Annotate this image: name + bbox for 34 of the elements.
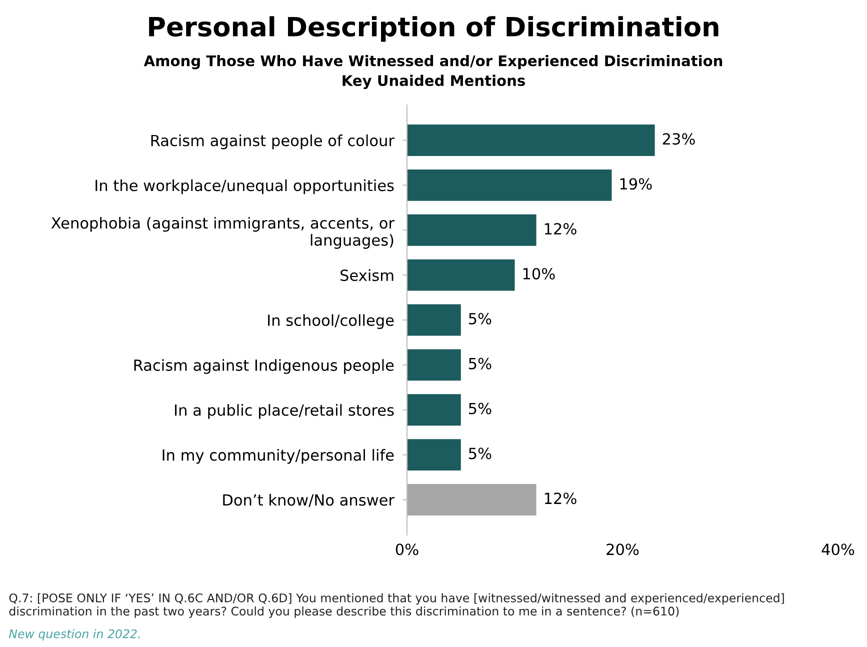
y-tick-label: In a public place/retail stores (175, 404, 394, 419)
y-tick-label: Don’t know/No answer (223, 494, 395, 507)
data-label: 12% (544, 223, 576, 235)
bar (407, 124, 655, 156)
y-tick-label: In school/college (268, 314, 394, 329)
data-label: 5% (469, 448, 492, 460)
data-label: 5% (469, 358, 492, 370)
chart-subtitle: Among Those Who Have Witnessed and/or Experienced Discrimination Key Unaided Mentions (144, 54, 722, 89)
bar (407, 304, 461, 336)
bar (407, 349, 461, 381)
bar (407, 439, 461, 471)
y-tick-label: Xenophobia (against immigrants, accents, or languages) (51, 216, 395, 249)
y-tick-label: Racism against people of colour (151, 134, 394, 150)
bar (407, 259, 515, 291)
bar (407, 169, 612, 201)
data-label: 10% (523, 268, 555, 280)
chart-title: Personal Description of Discrimination (149, 16, 718, 42)
y-tick-label: Racism against Indigenous people (134, 359, 394, 374)
data-label: 5% (469, 312, 492, 324)
text: New question in 2022. (8, 629, 140, 641)
x-tick-label: 40% (822, 544, 854, 556)
data-label: 19% (620, 178, 652, 190)
data-label: 5% (469, 402, 492, 414)
bar (407, 484, 536, 516)
y-tick-label: In the workplace/unequal opportunities (96, 179, 394, 194)
bar (407, 394, 461, 426)
y-tick-label: In my community/personal life (162, 448, 394, 464)
data-label: 23% (662, 133, 695, 145)
data-label: 12% (544, 492, 576, 504)
text: Q.7: [POSE ONLY IF ‘YES’ IN Q.6C AND/OR Q.6D] You mentioned that you have [witnessed/witnessed and experienced/experienced] discrimination in the past two years? Could you please describe this discrimination to me in a sentence? (n=610) (9, 593, 784, 618)
x-tick-label: 20% (606, 544, 639, 556)
y-tick-label: Sexism (340, 269, 394, 282)
x-tick-label: 0% (396, 544, 418, 556)
bar (407, 214, 536, 246)
